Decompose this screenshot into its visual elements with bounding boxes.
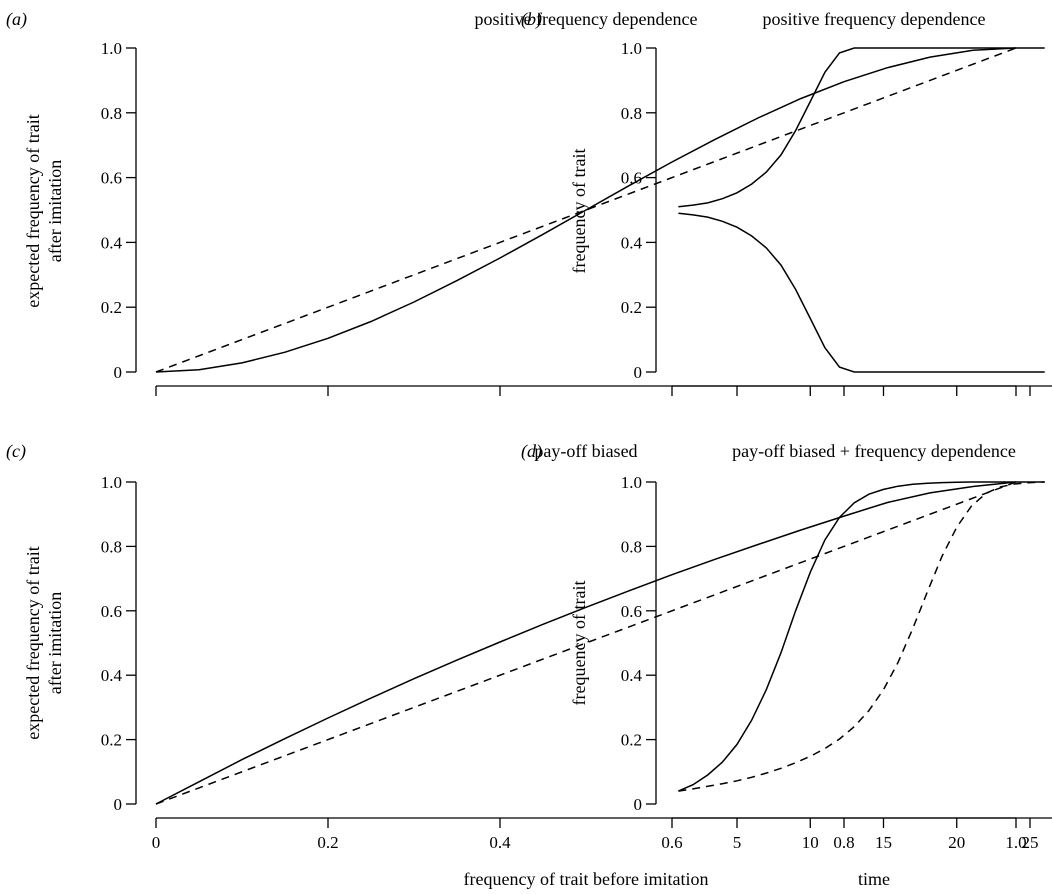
- y-axis-label-line: frequency of trait: [569, 149, 589, 274]
- y-tick-label: 0.6: [101, 169, 122, 188]
- y-tick-label: 0.6: [101, 602, 122, 621]
- y-tick-label: 0.2: [101, 298, 122, 317]
- panel-b: (b) positive frequency dependence 0 0.2 0.4 0…: [521, 9, 1052, 396]
- y-tick-label: 0.8: [621, 104, 642, 123]
- y-axis-label: frequency of trait: [569, 581, 589, 706]
- x-tick-label: 20: [948, 833, 965, 852]
- series-line-2: [678, 481, 1045, 792]
- x-tick-label: 0.8: [833, 833, 854, 852]
- panel-d: (d) pay-off biased + frequency dependence…: [521, 441, 1052, 889]
- x-tick-label: 0.2: [317, 833, 338, 852]
- panel-label: (c): [6, 441, 26, 462]
- x-tick-label: 25: [1022, 833, 1039, 852]
- panel-c: (c) pay-off biased 0 0.2 0.4 0.6 0.8 1.0 0 0.2 0.4…: [6, 441, 1027, 889]
- x-axis-label: time: [858, 869, 890, 889]
- x-tick-label: 1.0: [1005, 833, 1026, 852]
- y-axis-label: frequency of trait: [569, 149, 589, 274]
- y-tick-label: 0: [114, 363, 123, 382]
- series-line-1: [155, 47, 1017, 373]
- y-tick-label: 0.8: [101, 104, 122, 123]
- x-tick-label: 5: [733, 833, 742, 852]
- chart-title: pay-off biased: [534, 441, 637, 461]
- y-tick-label: 1.0: [621, 39, 642, 58]
- y-tick-label: 0.2: [621, 298, 642, 317]
- y-axis-label: expected frequency of trait after imitati…: [23, 114, 65, 307]
- x-tick-label: 10: [802, 833, 819, 852]
- y-tick-label: 0.4: [101, 666, 123, 685]
- y-tick-label: 1.0: [101, 39, 122, 58]
- y-axis-label-line: frequency of trait: [569, 581, 589, 706]
- y-tick-label: 0.6: [621, 602, 642, 621]
- y-tick-label: 1.0: [621, 473, 642, 492]
- panel-label: (d): [521, 441, 542, 462]
- series-line-1: [155, 481, 1017, 805]
- y-axis-label-line: after imitation: [45, 160, 65, 262]
- chart-title: pay-off biased + frequency dependence: [732, 441, 1016, 461]
- series-line-1: [678, 47, 1045, 208]
- chart-title: positive frequency dependence: [763, 9, 986, 29]
- y-tick-label: 1.0: [101, 473, 122, 492]
- y-tick-label: 0.6: [621, 169, 642, 188]
- y-tick-label: 0.2: [101, 731, 122, 750]
- y-tick-label: 0.8: [101, 537, 122, 556]
- x-tick-label: 0: [152, 833, 161, 852]
- y-tick-label: 0: [634, 795, 643, 814]
- y-axis-label: expected frequency of trait after imitati…: [23, 546, 65, 739]
- series-line-2: [678, 212, 1045, 373]
- y-tick-label: 0: [114, 795, 123, 814]
- x-axis-label: frequency of trait before imitation: [464, 869, 709, 889]
- y-axis-label-line: after imitation: [45, 592, 65, 694]
- panel-a: (a) positive frequency dependence 0 0.2 0.4 0…: [6, 9, 1017, 396]
- x-tick-label: 0.6: [661, 833, 682, 852]
- y-tick-label: 0: [634, 363, 643, 382]
- y-tick-label: 0.4: [621, 666, 643, 685]
- panel-label: (b): [521, 9, 542, 30]
- y-tick-label: 0.2: [621, 731, 642, 750]
- chart-title: positive frequency dependence: [475, 9, 698, 29]
- x-tick-label: 0.4: [489, 833, 511, 852]
- series-line-1: [678, 481, 1045, 792]
- y-axis-label-line: expected frequency of trait: [23, 546, 43, 739]
- x-tick-label: 15: [875, 833, 892, 852]
- y-tick-label: 0.4: [621, 233, 643, 252]
- y-tick-label: 0.8: [621, 537, 642, 556]
- y-axis-label-line: expected frequency of trait: [23, 114, 43, 307]
- y-tick-label: 0.4: [101, 233, 123, 252]
- panel-label: (a): [6, 9, 27, 30]
